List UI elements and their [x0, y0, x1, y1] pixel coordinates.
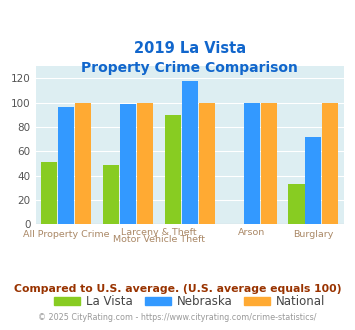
Bar — [182, 81, 198, 224]
Bar — [289, 184, 305, 224]
Bar — [199, 103, 215, 224]
Legend: La Vista, Nebraska, National: La Vista, Nebraska, National — [50, 290, 330, 313]
Bar — [305, 137, 322, 224]
Text: Larceny & Theft: Larceny & Theft — [121, 228, 197, 237]
Bar — [75, 103, 91, 224]
Bar — [165, 115, 181, 224]
Text: 2019 La Vista: 2019 La Vista — [134, 41, 246, 56]
Text: Motor Vehicle Theft: Motor Vehicle Theft — [113, 235, 205, 244]
Text: Arson: Arson — [238, 228, 265, 237]
Text: Burglary: Burglary — [293, 230, 334, 240]
Bar — [42, 162, 58, 224]
Bar — [137, 103, 153, 224]
Text: © 2025 CityRating.com - https://www.cityrating.com/crime-statistics/: © 2025 CityRating.com - https://www.city… — [38, 313, 317, 322]
Text: Compared to U.S. average. (U.S. average equals 100): Compared to U.S. average. (U.S. average … — [14, 284, 341, 294]
Text: Property Crime Comparison: Property Crime Comparison — [82, 61, 298, 75]
Bar — [58, 108, 75, 224]
Bar — [103, 165, 119, 224]
Bar — [261, 103, 277, 224]
Bar — [244, 103, 260, 224]
Bar — [322, 103, 338, 224]
Text: All Property Crime: All Property Crime — [23, 230, 110, 240]
Bar — [120, 104, 136, 224]
